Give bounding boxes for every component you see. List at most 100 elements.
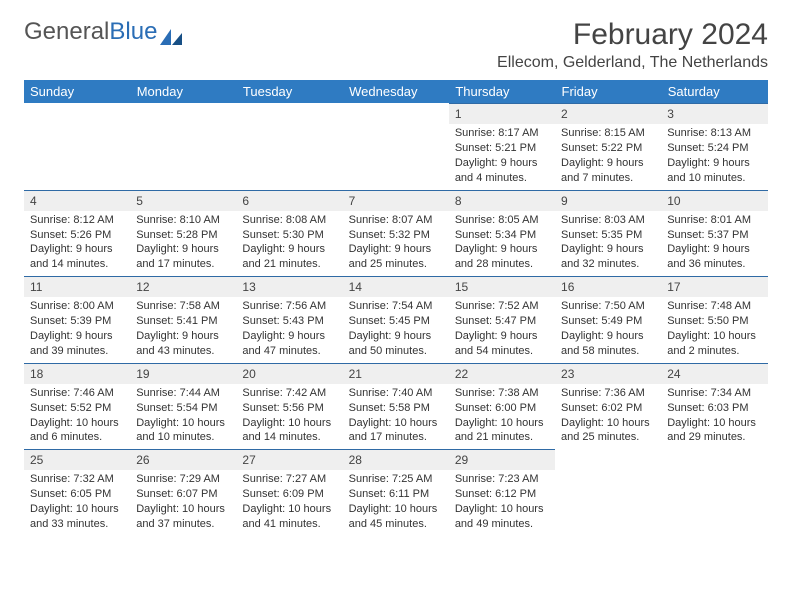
- calendar-cell: 28Sunrise: 7:25 AMSunset: 6:11 PMDayligh…: [343, 449, 449, 536]
- day-body: Sunrise: 7:50 AMSunset: 5:49 PMDaylight:…: [555, 297, 661, 362]
- day-line: and 49 minutes.: [455, 517, 549, 532]
- calendar-cell: 26Sunrise: 7:29 AMSunset: 6:07 PMDayligh…: [130, 449, 236, 536]
- day-line: and 14 minutes.: [30, 257, 124, 272]
- calendar-cell: 11Sunrise: 8:00 AMSunset: 5:39 PMDayligh…: [24, 276, 130, 363]
- day-body: Sunrise: 7:48 AMSunset: 5:50 PMDaylight:…: [661, 297, 767, 362]
- day-line: Daylight: 9 hours: [349, 242, 443, 257]
- day-header: Friday: [555, 80, 661, 103]
- day-number: 29: [449, 449, 555, 470]
- day-line: Sunset: 5:28 PM: [136, 228, 230, 243]
- day-line: Sunrise: 7:27 AM: [242, 472, 336, 487]
- day-line: Sunrise: 7:42 AM: [242, 386, 336, 401]
- day-header: Thursday: [449, 80, 555, 103]
- calendar-cell: 16Sunrise: 7:50 AMSunset: 5:49 PMDayligh…: [555, 276, 661, 363]
- day-body: Sunrise: 8:08 AMSunset: 5:30 PMDaylight:…: [236, 211, 342, 276]
- day-line: Daylight: 10 hours: [30, 502, 124, 517]
- day-line: Sunrise: 8:01 AM: [667, 213, 761, 228]
- day-body: Sunrise: 7:52 AMSunset: 5:47 PMDaylight:…: [449, 297, 555, 362]
- day-number: 17: [661, 276, 767, 297]
- day-line: Sunset: 5:43 PM: [242, 314, 336, 329]
- day-line: Daylight: 10 hours: [242, 502, 336, 517]
- day-line: Sunset: 5:35 PM: [561, 228, 655, 243]
- day-line: and 45 minutes.: [349, 517, 443, 532]
- day-line: Sunset: 6:02 PM: [561, 401, 655, 416]
- logo-sail-icon: [160, 24, 182, 40]
- day-body: Sunrise: 8:17 AMSunset: 5:21 PMDaylight:…: [449, 124, 555, 189]
- day-line: Sunrise: 7:48 AM: [667, 299, 761, 314]
- day-number: 16: [555, 276, 661, 297]
- calendar-cell: [236, 103, 342, 190]
- calendar-cell: [661, 449, 767, 536]
- day-line: and 4 minutes.: [455, 171, 549, 186]
- day-line: Sunrise: 7:34 AM: [667, 386, 761, 401]
- day-line: Daylight: 9 hours: [455, 329, 549, 344]
- calendar-cell: 8Sunrise: 8:05 AMSunset: 5:34 PMDaylight…: [449, 190, 555, 277]
- day-line: Sunrise: 8:00 AM: [30, 299, 124, 314]
- calendar-cell: 23Sunrise: 7:36 AMSunset: 6:02 PMDayligh…: [555, 363, 661, 450]
- day-number: 8: [449, 190, 555, 211]
- day-line: Daylight: 10 hours: [349, 416, 443, 431]
- day-line: Daylight: 9 hours: [667, 242, 761, 257]
- calendar-cell: 6Sunrise: 8:08 AMSunset: 5:30 PMDaylight…: [236, 190, 342, 277]
- day-line: Daylight: 10 hours: [667, 329, 761, 344]
- day-line: Sunset: 5:32 PM: [349, 228, 443, 243]
- day-line: Sunset: 6:05 PM: [30, 487, 124, 502]
- day-line: Sunrise: 7:44 AM: [136, 386, 230, 401]
- day-line: Sunrise: 7:54 AM: [349, 299, 443, 314]
- day-body: Sunrise: 7:27 AMSunset: 6:09 PMDaylight:…: [236, 470, 342, 535]
- day-line: and 17 minutes.: [136, 257, 230, 272]
- calendar-cell: 17Sunrise: 7:48 AMSunset: 5:50 PMDayligh…: [661, 276, 767, 363]
- day-header: Sunday: [24, 80, 130, 103]
- day-line: Sunset: 5:58 PM: [349, 401, 443, 416]
- calendar-cell: 24Sunrise: 7:34 AMSunset: 6:03 PMDayligh…: [661, 363, 767, 450]
- day-line: and 2 minutes.: [667, 344, 761, 359]
- calendar-cell: 27Sunrise: 7:27 AMSunset: 6:09 PMDayligh…: [236, 449, 342, 536]
- calendar-cell: 22Sunrise: 7:38 AMSunset: 6:00 PMDayligh…: [449, 363, 555, 450]
- day-body: Sunrise: 8:13 AMSunset: 5:24 PMDaylight:…: [661, 124, 767, 189]
- day-body: Sunrise: 8:12 AMSunset: 5:26 PMDaylight:…: [24, 211, 130, 276]
- calendar-cell: 29Sunrise: 7:23 AMSunset: 6:12 PMDayligh…: [449, 449, 555, 536]
- day-line: Sunset: 6:03 PM: [667, 401, 761, 416]
- day-line: Sunset: 6:11 PM: [349, 487, 443, 502]
- day-number: 15: [449, 276, 555, 297]
- day-line: Sunrise: 8:03 AM: [561, 213, 655, 228]
- day-line: and 29 minutes.: [667, 430, 761, 445]
- day-body: Sunrise: 7:56 AMSunset: 5:43 PMDaylight:…: [236, 297, 342, 362]
- day-line: Sunset: 6:07 PM: [136, 487, 230, 502]
- calendar-cell: 14Sunrise: 7:54 AMSunset: 5:45 PMDayligh…: [343, 276, 449, 363]
- day-line: Sunset: 5:21 PM: [455, 141, 549, 156]
- day-number: 9: [555, 190, 661, 211]
- day-line: and 6 minutes.: [30, 430, 124, 445]
- day-header: Saturday: [661, 80, 767, 103]
- calendar-cell: 9Sunrise: 8:03 AMSunset: 5:35 PMDaylight…: [555, 190, 661, 277]
- day-line: and 14 minutes.: [242, 430, 336, 445]
- day-line: Daylight: 10 hours: [667, 416, 761, 431]
- calendar-cell: 7Sunrise: 8:07 AMSunset: 5:32 PMDaylight…: [343, 190, 449, 277]
- day-body: Sunrise: 8:00 AMSunset: 5:39 PMDaylight:…: [24, 297, 130, 362]
- day-body: Sunrise: 7:25 AMSunset: 6:11 PMDaylight:…: [343, 470, 449, 535]
- logo-text-1: General: [24, 18, 109, 46]
- calendar-cell: 15Sunrise: 7:52 AMSunset: 5:47 PMDayligh…: [449, 276, 555, 363]
- day-number: 1: [449, 103, 555, 124]
- calendar-cell: 10Sunrise: 8:01 AMSunset: 5:37 PMDayligh…: [661, 190, 767, 277]
- day-body: Sunrise: 7:34 AMSunset: 6:03 PMDaylight:…: [661, 384, 767, 449]
- day-number: 12: [130, 276, 236, 297]
- day-body: Sunrise: 8:15 AMSunset: 5:22 PMDaylight:…: [555, 124, 661, 189]
- calendar-cell: 1Sunrise: 8:17 AMSunset: 5:21 PMDaylight…: [449, 103, 555, 190]
- day-line: Daylight: 9 hours: [30, 242, 124, 257]
- day-line: Daylight: 10 hours: [136, 416, 230, 431]
- calendar-cell: 12Sunrise: 7:58 AMSunset: 5:41 PMDayligh…: [130, 276, 236, 363]
- day-number: 23: [555, 363, 661, 384]
- day-number: 6: [236, 190, 342, 211]
- day-line: Sunset: 5:49 PM: [561, 314, 655, 329]
- day-line: Sunset: 5:30 PM: [242, 228, 336, 243]
- day-line: Daylight: 10 hours: [455, 502, 549, 517]
- day-number: 7: [343, 190, 449, 211]
- day-line: Daylight: 10 hours: [242, 416, 336, 431]
- day-number: 27: [236, 449, 342, 470]
- day-line: Daylight: 9 hours: [667, 156, 761, 171]
- day-line: Sunset: 5:39 PM: [30, 314, 124, 329]
- day-line: and 25 minutes.: [349, 257, 443, 272]
- day-body: Sunrise: 7:32 AMSunset: 6:05 PMDaylight:…: [24, 470, 130, 535]
- day-line: and 25 minutes.: [561, 430, 655, 445]
